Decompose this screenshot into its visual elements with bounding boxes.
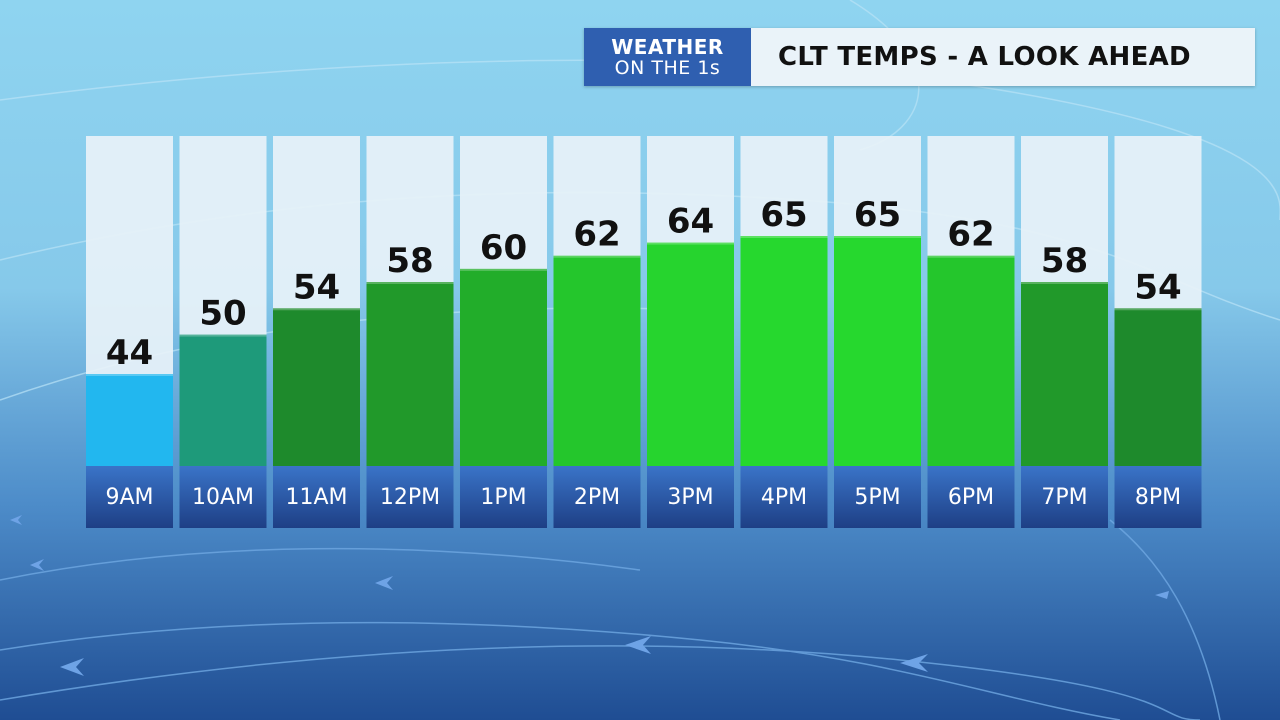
time-band xyxy=(273,466,360,528)
time-label: 12PM xyxy=(380,485,440,510)
time-band xyxy=(460,466,547,528)
bar-highlight xyxy=(1114,308,1202,311)
bar-highlight xyxy=(460,268,547,271)
bar-highlight xyxy=(553,255,641,258)
column-8pm: 54 8PM xyxy=(1114,136,1202,528)
time-label: 11AM xyxy=(285,485,347,510)
temp-bar xyxy=(647,242,734,466)
time-label: 6PM xyxy=(948,485,994,510)
time-band xyxy=(927,466,1015,528)
bar-highlight xyxy=(273,308,360,311)
temp-value-label: 60 xyxy=(480,228,527,268)
logo-line-1: WEATHER xyxy=(611,34,724,59)
temp-bar xyxy=(740,236,828,466)
bar-highlight xyxy=(647,242,734,245)
temp-bar xyxy=(1114,308,1202,466)
temp-value-label: 58 xyxy=(386,241,433,281)
time-band xyxy=(1021,466,1108,528)
bar-highlight xyxy=(86,374,173,376)
column-7pm: 58 7PM xyxy=(1021,136,1108,528)
logo-line-2: ON THE 1s xyxy=(614,56,721,79)
temp-value-label: 54 xyxy=(293,267,340,307)
temp-bar xyxy=(366,282,454,466)
temp-bar xyxy=(834,236,921,466)
time-label: 8PM xyxy=(1135,485,1181,510)
temp-value-label: 44 xyxy=(106,333,153,373)
temp-value-label: 54 xyxy=(1134,267,1181,307)
bar-highlight xyxy=(366,282,454,284)
column-1pm: 60 1PM xyxy=(460,136,547,528)
time-label: 4PM xyxy=(761,485,807,510)
time-band xyxy=(86,466,173,528)
temp-bar xyxy=(86,374,173,466)
time-label: 3PM xyxy=(667,485,713,510)
time-band xyxy=(179,466,267,528)
temp-value-label: 62 xyxy=(947,215,994,255)
temp-bar xyxy=(273,308,360,466)
temp-bar xyxy=(179,334,267,466)
time-label: 2PM xyxy=(574,485,620,510)
temp-value-label: 64 xyxy=(667,202,714,242)
time-band xyxy=(553,466,641,528)
temp-bar xyxy=(460,268,547,466)
bar-highlight xyxy=(927,255,1015,258)
temp-value-label: 65 xyxy=(760,195,807,235)
temp-bar xyxy=(1021,282,1108,466)
column-4pm: 65 4PM xyxy=(740,136,828,528)
time-label: 1PM xyxy=(480,485,526,510)
time-label: 7PM xyxy=(1041,485,1087,510)
column-9am: 44 9AM xyxy=(86,136,173,528)
title-banner: WEATHER ON THE 1s CLT TEMPS - A LOOK AHE… xyxy=(584,28,1255,86)
column-11am: 54 11AM xyxy=(273,136,360,528)
time-label: 9AM xyxy=(105,485,153,510)
time-band xyxy=(740,466,828,528)
temp-value-label: 65 xyxy=(854,195,901,235)
temp-value-label: 58 xyxy=(1041,241,1088,281)
chart-title: CLT TEMPS - A LOOK AHEAD xyxy=(778,42,1191,72)
temp-bar xyxy=(553,255,641,466)
weather-on-the-1s-logo: WEATHER ON THE 1s xyxy=(584,28,751,86)
time-label: 5PM xyxy=(854,485,900,510)
column-12pm: 58 12PM xyxy=(366,136,454,528)
bar-highlight xyxy=(1021,282,1108,284)
bar-highlight xyxy=(834,236,921,238)
column-6pm: 62 6PM xyxy=(927,136,1015,528)
title-box: CLT TEMPS - A LOOK AHEAD xyxy=(751,28,1255,86)
time-band xyxy=(366,466,454,528)
time-band xyxy=(834,466,921,528)
temp-value-label: 50 xyxy=(199,294,246,334)
column-10am: 50 10AM xyxy=(179,136,267,528)
bar-highlight xyxy=(179,334,267,337)
column-3pm: 64 3PM xyxy=(647,136,734,528)
column-5pm: 65 5PM xyxy=(834,136,921,528)
column-2pm: 62 2PM xyxy=(553,136,641,528)
time-band xyxy=(647,466,734,528)
time-label: 10AM xyxy=(192,485,254,510)
bar-highlight xyxy=(740,236,828,238)
temp-bar xyxy=(927,255,1015,466)
time-band xyxy=(1114,466,1202,528)
temp-value-label: 62 xyxy=(573,215,620,255)
